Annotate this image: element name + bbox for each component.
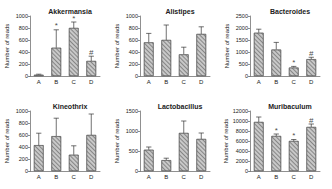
svg-text:*: *: [292, 131, 295, 140]
svg-text:1000: 1000: [126, 13, 138, 19]
svg-text:C: C: [292, 174, 297, 180]
svg-text:Lactobacillus: Lactobacillus: [158, 103, 203, 110]
svg-text:10000: 10000: [233, 118, 248, 124]
svg-text:D: D: [309, 79, 314, 85]
svg-text:Number of reads: Number of reads: [4, 24, 10, 69]
svg-text:500: 500: [129, 148, 138, 154]
svg-text:C: C: [292, 79, 297, 85]
svg-text:2000: 2000: [236, 25, 248, 31]
svg-text:1500: 1500: [126, 108, 138, 114]
svg-text:Bacteroides: Bacteroides: [270, 8, 310, 15]
svg-text:C: C: [72, 79, 77, 85]
svg-text:1500: 1500: [236, 37, 248, 43]
svg-text:*: *: [275, 126, 278, 135]
svg-text:800: 800: [19, 120, 28, 126]
svg-text:200: 200: [19, 61, 28, 67]
svg-text:B: B: [274, 174, 278, 180]
svg-text:A: A: [37, 174, 41, 180]
svg-text:800: 800: [129, 25, 138, 31]
svg-text:#: #: [309, 49, 314, 58]
svg-text:C: C: [182, 79, 187, 85]
svg-text:800: 800: [19, 25, 28, 31]
svg-text:1000: 1000: [236, 49, 248, 55]
svg-text:Number of reads: Number of reads: [223, 119, 229, 164]
svg-text:*: *: [55, 21, 58, 30]
svg-text:0: 0: [25, 73, 28, 79]
svg-text:Number of reads: Number of reads: [224, 24, 230, 69]
svg-text:200: 200: [19, 156, 28, 162]
svg-text:B: B: [54, 79, 58, 85]
svg-text:D: D: [309, 174, 314, 180]
svg-text:A: A: [257, 174, 261, 180]
svg-text:400: 400: [19, 144, 28, 150]
svg-text:0: 0: [135, 73, 138, 79]
svg-text:Number of reads: Number of reads: [114, 24, 120, 69]
svg-text:D: D: [199, 79, 204, 85]
svg-text:0: 0: [25, 168, 28, 174]
svg-text:#: #: [309, 116, 314, 125]
svg-text:1000: 1000: [16, 13, 28, 19]
svg-text:600: 600: [129, 37, 138, 43]
svg-text:Number of reads: Number of reads: [4, 119, 10, 164]
svg-text:*: *: [292, 58, 295, 67]
svg-text:600: 600: [19, 37, 28, 43]
svg-text:B: B: [54, 174, 58, 180]
svg-text:1000: 1000: [126, 128, 138, 134]
svg-text:D: D: [89, 174, 94, 180]
svg-text:Kineothrix: Kineothrix: [53, 103, 88, 110]
svg-text:B: B: [164, 79, 168, 85]
svg-text:0: 0: [135, 168, 138, 174]
svg-text:Akkermansia: Akkermansia: [48, 8, 92, 15]
svg-text:A: A: [37, 79, 41, 85]
svg-text:Alistipes: Alistipes: [165, 8, 194, 16]
svg-text:D: D: [89, 79, 94, 85]
svg-text:200: 200: [129, 61, 138, 67]
svg-text:6000: 6000: [236, 138, 248, 144]
svg-text:12000: 12000: [233, 108, 248, 114]
svg-text:Muribaculum: Muribaculum: [268, 103, 312, 110]
svg-text:2500: 2500: [236, 13, 248, 19]
svg-text:A: A: [257, 79, 261, 85]
svg-text:600: 600: [19, 132, 28, 138]
svg-text:B: B: [274, 79, 278, 85]
svg-text:C: C: [182, 174, 187, 180]
svg-text:1000: 1000: [16, 108, 28, 114]
svg-text:400: 400: [129, 49, 138, 55]
svg-text:2000: 2000: [236, 158, 248, 164]
svg-text:0: 0: [245, 73, 248, 79]
svg-text:500: 500: [239, 61, 248, 67]
svg-text:8000: 8000: [236, 128, 248, 134]
svg-text:400: 400: [19, 49, 28, 55]
svg-text:D: D: [199, 174, 204, 180]
svg-text:4000: 4000: [236, 148, 248, 154]
svg-text:C: C: [72, 174, 77, 180]
svg-text:Number of reads: Number of reads: [114, 119, 120, 164]
svg-text:A: A: [147, 174, 151, 180]
svg-text:#: #: [89, 48, 94, 57]
svg-text:B: B: [164, 174, 168, 180]
svg-text:0: 0: [245, 168, 248, 174]
svg-text:A: A: [147, 79, 151, 85]
